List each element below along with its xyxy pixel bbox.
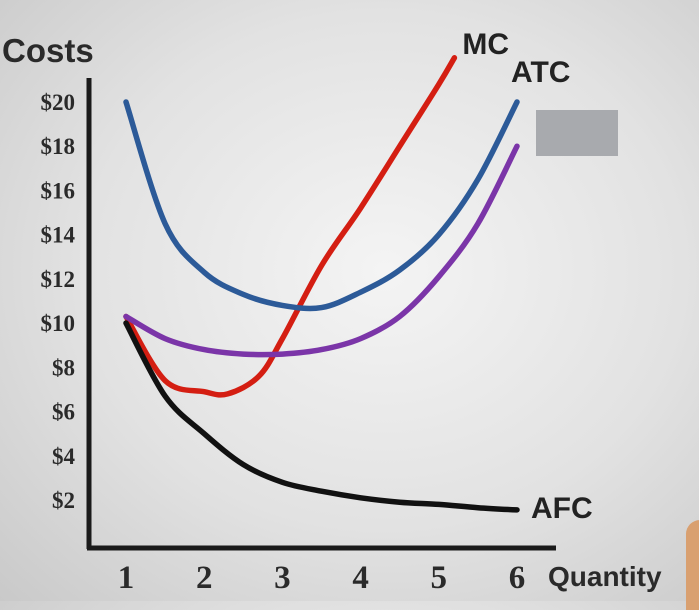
series-label-afc: AFC: [531, 492, 593, 525]
y-axis-title: Costs: [2, 32, 94, 69]
series-line-atc: [123, 99, 520, 312]
y-tick-label: $14: [41, 223, 76, 248]
y-tick-label: $2: [52, 488, 75, 513]
series-label-atc: ATC: [511, 56, 570, 89]
x-tick-label: 3: [274, 560, 291, 596]
y-tick-label: $12: [41, 267, 76, 292]
x-tick-label: 6: [509, 560, 526, 596]
x-tick-label: 2: [196, 560, 213, 596]
x-axis-title: Quantity: [548, 561, 662, 592]
y-tick-label: $4: [52, 444, 76, 469]
y-tick-label: $6: [52, 400, 75, 425]
gray-block: [536, 110, 618, 156]
series-line-mc: [123, 55, 458, 398]
x-tick-label: 5: [431, 560, 448, 596]
x-tick-label: 1: [118, 560, 135, 596]
series-label-mc: MC: [462, 28, 509, 61]
ticks: $2 $4 $6 $8 $10 $12 $14 $16 $18 $20 1 2 3 4 5 6: [41, 90, 526, 596]
series-line-afc: [123, 320, 520, 513]
presenter-hand: [686, 520, 699, 610]
curves: [123, 55, 520, 513]
x-tick-label: 4: [352, 560, 369, 596]
y-tick-label: $16: [41, 178, 76, 203]
y-tick-label: $20: [41, 90, 76, 115]
y-tick-label: $10: [41, 311, 76, 336]
y-tick-label: $8: [52, 355, 75, 380]
y-tick-label: $18: [41, 134, 76, 159]
series-line-unlabeled-2: [123, 143, 520, 358]
